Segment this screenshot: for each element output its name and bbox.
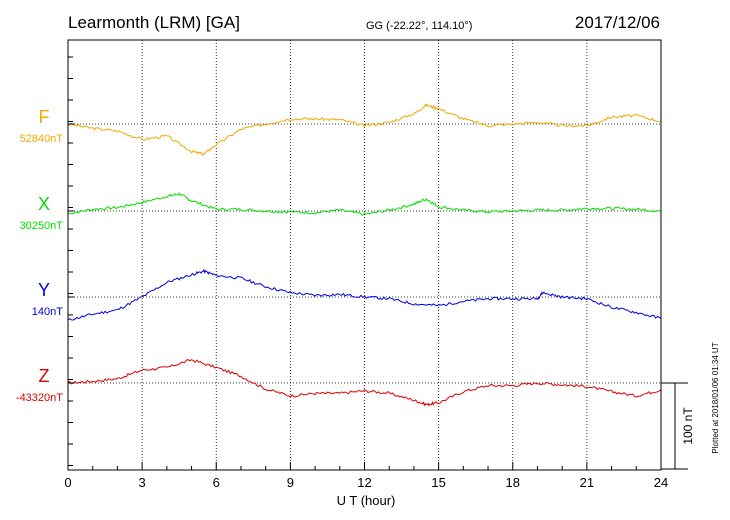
- plot-frame: [67, 39, 662, 471]
- x-tick-label: 0: [64, 475, 71, 490]
- series-line-y: [67, 268, 662, 321]
- scale-bar-label: 100 nT: [681, 407, 695, 445]
- series-baseline-y: 140nT: [32, 306, 63, 318]
- series-name-z: Z: [39, 366, 50, 386]
- x-tick-label: 18: [506, 475, 520, 490]
- x-tick-label: 9: [287, 475, 294, 490]
- chart-title-station: Learmonth (LRM) [GA]: [68, 13, 240, 32]
- x-tick-label: 15: [431, 475, 445, 490]
- series-line-f: [67, 103, 662, 156]
- x-tick-label: 21: [580, 475, 594, 490]
- x-tick-label: 3: [139, 475, 146, 490]
- series-baseline-f: 52840nT: [20, 133, 64, 145]
- x-tick-label: 12: [357, 475, 371, 490]
- chart-date: 2017/12/06: [575, 13, 660, 32]
- series-name-x: X: [38, 194, 50, 214]
- plotted-note: Plotted at 2018/01/06 01:34 UT: [711, 342, 720, 453]
- series-line-x: [67, 191, 662, 216]
- chart-coords: GG (-22.22°, 114.10°): [366, 20, 472, 32]
- series-baseline-x: 30250nT: [20, 220, 64, 232]
- x-tick-label: 6: [213, 475, 220, 490]
- series-name-y: Y: [38, 280, 50, 300]
- x-tick-label: 24: [654, 475, 668, 490]
- series-line-z: [67, 359, 662, 407]
- x-axis-label: U T (hour): [337, 493, 396, 508]
- series-baseline-z: -43320nT: [16, 392, 63, 404]
- series-name-f: F: [39, 107, 50, 127]
